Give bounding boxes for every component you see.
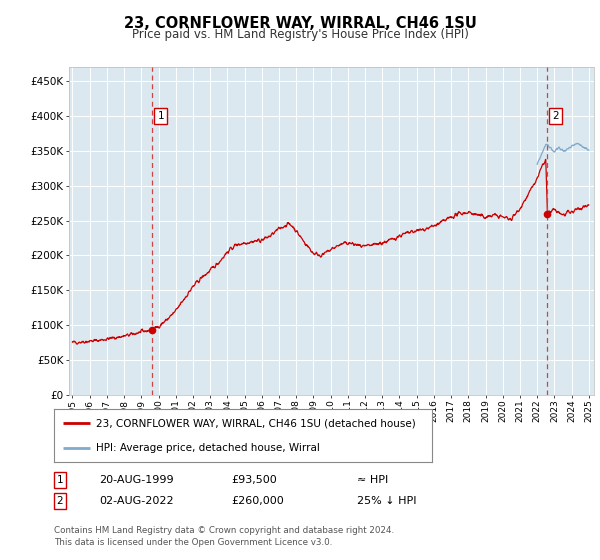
Text: 20-AUG-1999: 20-AUG-1999: [99, 475, 173, 485]
Text: 2: 2: [56, 496, 64, 506]
Text: Price paid vs. HM Land Registry's House Price Index (HPI): Price paid vs. HM Land Registry's House …: [131, 28, 469, 41]
Text: HPI: Average price, detached house, Wirral: HPI: Average price, detached house, Wirr…: [95, 442, 319, 452]
Text: 02-AUG-2022: 02-AUG-2022: [99, 496, 173, 506]
Text: 23, CORNFLOWER WAY, WIRRAL, CH46 1SU (detached house): 23, CORNFLOWER WAY, WIRRAL, CH46 1SU (de…: [95, 418, 415, 428]
Text: 2: 2: [553, 111, 559, 121]
Text: 1: 1: [157, 111, 164, 121]
Text: Contains HM Land Registry data © Crown copyright and database right 2024.
This d: Contains HM Land Registry data © Crown c…: [54, 526, 394, 547]
Text: 1: 1: [56, 475, 64, 485]
Text: £260,000: £260,000: [231, 496, 284, 506]
Text: ≈ HPI: ≈ HPI: [357, 475, 388, 485]
Text: 23, CORNFLOWER WAY, WIRRAL, CH46 1SU: 23, CORNFLOWER WAY, WIRRAL, CH46 1SU: [124, 16, 476, 31]
Text: 25% ↓ HPI: 25% ↓ HPI: [357, 496, 416, 506]
Text: £93,500: £93,500: [231, 475, 277, 485]
